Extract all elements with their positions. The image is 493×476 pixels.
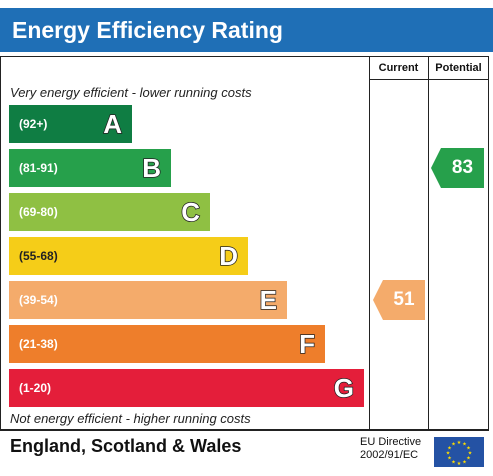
band-letter: A — [102, 108, 122, 140]
svg-text:★: ★ — [457, 461, 462, 467]
band-c: (69-80) C — [9, 193, 210, 231]
band-letter: D — [218, 240, 238, 272]
potential-column-divider — [428, 56, 429, 430]
svg-text:★: ★ — [447, 456, 452, 462]
band-letter: F — [298, 328, 315, 360]
band-b: (81-91) B — [9, 149, 171, 187]
eu-directive: EU Directive 2002/91/EC — [360, 436, 421, 462]
svg-text:★: ★ — [446, 451, 451, 457]
directive-line-1: EU Directive — [360, 436, 422, 448]
svg-text:★: ★ — [466, 446, 471, 452]
band-range-label: (69-80) — [19, 205, 58, 219]
top-note: Very energy efficient - lower running co… — [10, 85, 252, 100]
svg-text:★: ★ — [462, 442, 467, 448]
band-range-label: (21-38) — [19, 337, 58, 351]
directive-line-2: 2002/91/EC — [360, 449, 419, 461]
band-letter: G — [333, 372, 355, 404]
header-divider — [369, 79, 489, 80]
bottom-note: Not energy efficient - higher running co… — [10, 411, 251, 426]
chart-frame — [0, 56, 489, 430]
band-letter: E — [259, 284, 278, 316]
svg-text:★: ★ — [457, 440, 462, 446]
potential-column-header: Potential — [435, 62, 482, 74]
band-d: (55-68) D — [9, 237, 248, 275]
potential-rating-arrow: 83 — [431, 148, 484, 188]
rating-value: 51 — [393, 289, 415, 310]
band-range-label: (39-54) — [19, 293, 58, 307]
svg-text:★: ★ — [466, 456, 471, 462]
svg-text:★: ★ — [447, 446, 452, 452]
svg-text:★: ★ — [462, 460, 467, 466]
rating-value: 83 — [451, 157, 474, 178]
svg-text:★: ★ — [451, 442, 456, 448]
footer-divider-top — [0, 430, 489, 431]
band-letter: C — [180, 196, 200, 228]
band-letter: B — [141, 152, 161, 184]
band-range-label: (1-20) — [19, 381, 52, 395]
current-column-divider — [369, 56, 370, 430]
page-title: Energy Efficiency Rating — [0, 8, 493, 52]
current-column-header: Current — [378, 62, 419, 74]
svg-text:★: ★ — [451, 460, 456, 466]
svg-text:★: ★ — [468, 451, 473, 457]
region-label: England, Scotland & Wales — [10, 436, 242, 456]
band-range-label: (55-68) — [19, 249, 58, 263]
current-rating-arrow: 51 — [373, 280, 425, 320]
band-f: (21-38) F — [9, 325, 325, 363]
band-g: (1-20) G — [9, 369, 364, 407]
eu-flag-icon: ★ ★ ★ ★ ★ ★ ★ ★ ★ ★ ★ ★ — [434, 437, 484, 467]
band-a: (92+) A — [9, 105, 132, 143]
band-e: (39-54) E — [9, 281, 287, 319]
band-range-label: (81-91) — [19, 161, 58, 175]
band-range-label: (92+) — [19, 117, 48, 131]
